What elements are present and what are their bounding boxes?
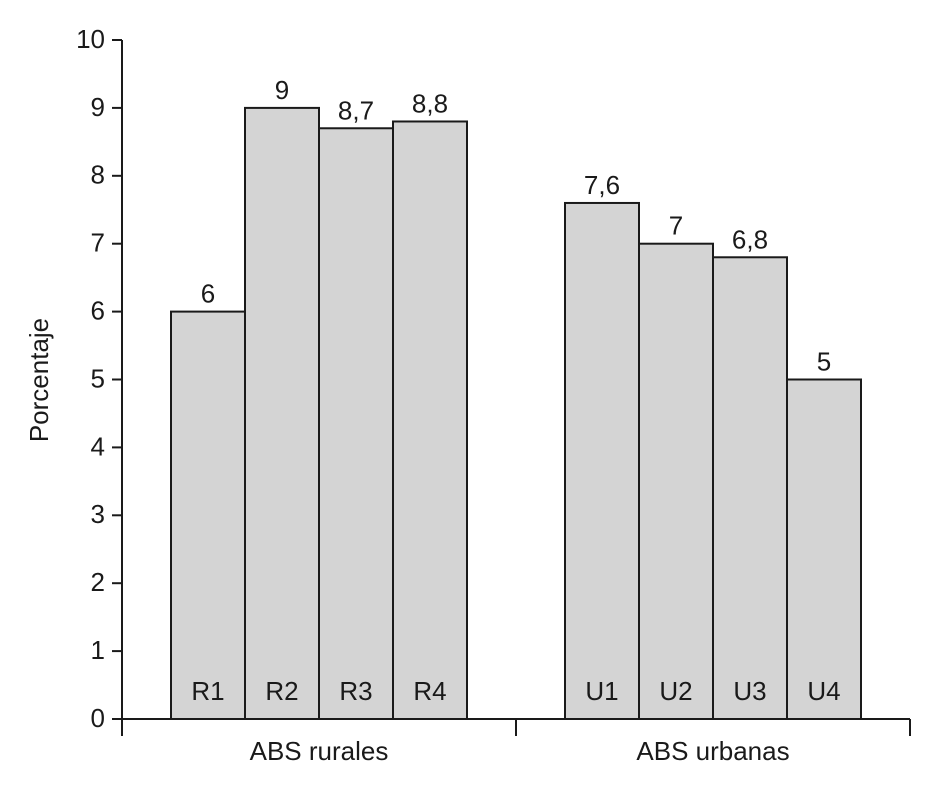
category-label: R4 — [413, 676, 446, 706]
bar-labels: 6 R1 9 R2 8,7 R3 8,8 R4 ABS rurales 7,6 U1 7 U2 6,8 U3… — [191, 75, 840, 766]
bar-r1 — [170, 310, 246, 720]
y-tick-label: 0 — [91, 703, 105, 733]
y-axis-label: Porcentaje — [24, 318, 54, 442]
bar-r2 — [244, 106, 320, 720]
y-tick-label: 9 — [91, 92, 105, 122]
value-label: 5 — [817, 347, 831, 377]
y-tick-label: 4 — [91, 431, 105, 461]
bars — [170, 106, 862, 721]
category-label: U4 — [807, 676, 840, 706]
y-tick-label: 7 — [91, 228, 105, 258]
axes — [121, 40, 911, 736]
bar-u4 — [786, 378, 862, 720]
group-label: ABS urbanas — [636, 736, 789, 766]
value-label: 8,7 — [338, 95, 374, 125]
y-axis-ticks: 0 1 2 3 4 5 6 7 8 9 10 — [76, 24, 122, 733]
y-tick-label: 10 — [76, 24, 105, 54]
bar-r3 — [318, 127, 394, 720]
y-tick-label: 1 — [91, 635, 105, 665]
value-label: 7,6 — [584, 170, 620, 200]
y-tick-label: 5 — [91, 363, 105, 393]
value-label: 7 — [669, 211, 683, 241]
bar-u2 — [638, 242, 714, 720]
value-label: 9 — [275, 75, 289, 105]
y-tick-label: 3 — [91, 499, 105, 529]
value-label: 6 — [201, 279, 215, 309]
bar-u1 — [564, 201, 640, 720]
y-tick-label: 2 — [91, 567, 105, 597]
category-label: U3 — [733, 676, 766, 706]
category-label: U1 — [585, 676, 618, 706]
category-label: U2 — [659, 676, 692, 706]
category-label: R3 — [339, 676, 372, 706]
value-label: 6,8 — [732, 224, 768, 254]
y-tick-label: 8 — [91, 160, 105, 190]
bar-u3 — [712, 256, 788, 720]
y-tick-label: 6 — [91, 295, 105, 325]
value-label: 8,8 — [412, 88, 448, 118]
category-label: R2 — [265, 676, 298, 706]
category-label: R1 — [191, 676, 224, 706]
group-label: ABS rurales — [250, 736, 389, 766]
bar-r4 — [392, 120, 468, 721]
